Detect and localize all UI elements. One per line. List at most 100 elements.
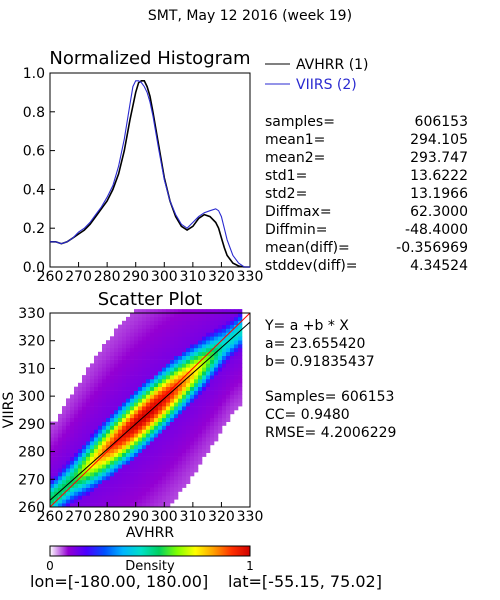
density-cell [94, 437, 99, 442]
density-cell [150, 398, 155, 403]
density-cell [118, 421, 123, 426]
density-cell [122, 386, 127, 391]
density-cell [82, 487, 87, 492]
density-cell [106, 421, 111, 426]
density-cell [206, 347, 211, 353]
density-cell [162, 456, 167, 461]
density-cell [234, 347, 239, 353]
density-cell [114, 456, 119, 461]
density-cell [138, 382, 143, 387]
density-cell [150, 417, 155, 422]
density-cell [158, 429, 163, 434]
density-cell [138, 503, 143, 508]
density-cell [154, 499, 159, 504]
density-cell [194, 309, 199, 314]
density-cell [142, 402, 147, 407]
density-cell [58, 441, 63, 446]
density-cell [162, 379, 167, 384]
density-cell [118, 433, 123, 438]
density-cell [162, 398, 167, 403]
density-cell [170, 367, 175, 372]
density-cell [102, 460, 107, 465]
density-cell [102, 483, 107, 488]
density-cell [106, 491, 111, 496]
density-cell [170, 452, 175, 457]
density-cell [118, 328, 123, 333]
density-cell [162, 351, 167, 356]
density-cell [194, 371, 199, 376]
density-cell [202, 340, 207, 345]
density-cell [130, 359, 135, 364]
density-cell [214, 417, 219, 422]
density-cell [198, 425, 203, 430]
density-cell [182, 390, 187, 395]
density-cell [66, 460, 71, 465]
density-cell [190, 448, 195, 453]
density-cell [202, 425, 207, 430]
density-cell [210, 367, 215, 372]
density-cell [122, 375, 127, 380]
density-cell [114, 402, 119, 407]
density-cell [178, 367, 183, 372]
density-cell [74, 390, 79, 395]
density-cell [166, 363, 171, 368]
density-cell [58, 487, 63, 492]
density-cell [226, 351, 231, 356]
density-cell [86, 367, 91, 372]
density-cell [142, 371, 147, 376]
density-cell [130, 464, 135, 469]
density-cell [174, 355, 179, 360]
density-cell [58, 429, 63, 434]
density-cell [186, 433, 191, 438]
density-cell [146, 359, 151, 364]
density-cell [114, 386, 119, 391]
density-cell [54, 433, 59, 438]
density-cell [202, 406, 207, 411]
density-cell [218, 371, 223, 376]
density-cell [190, 347, 195, 353]
density-cell [78, 479, 83, 484]
density-cell [58, 452, 63, 457]
density-cell [82, 444, 87, 450]
density-cell [122, 464, 127, 469]
density-cell [138, 483, 143, 488]
density-cell [78, 413, 83, 419]
density-cell [162, 433, 167, 438]
density-cell [146, 347, 151, 353]
density-cell [142, 472, 147, 477]
density-cell [106, 406, 111, 411]
density-cell [146, 309, 151, 314]
density-cell [86, 433, 91, 438]
density-cell [114, 421, 119, 426]
density-cell [118, 487, 123, 492]
density-cell [178, 316, 183, 322]
scatter-frame [49, 312, 251, 508]
density-cell [150, 316, 155, 322]
density-cell [86, 379, 91, 384]
density-cell [162, 316, 167, 322]
density-cell [66, 444, 71, 450]
density-cell [198, 386, 203, 391]
density-cell [138, 456, 143, 461]
density-cell [222, 355, 227, 360]
density-cell [110, 336, 115, 341]
density-cell [70, 437, 75, 442]
density-cell [158, 433, 163, 438]
density-cell [210, 340, 215, 345]
density-cell [170, 344, 175, 349]
density-cell [94, 425, 99, 430]
density-cell [142, 452, 147, 457]
density-cell [178, 487, 183, 492]
density-cell [174, 309, 179, 314]
density-cell [86, 483, 91, 488]
density-cell [186, 351, 191, 356]
density-cell [158, 452, 163, 457]
density-cell [150, 421, 155, 426]
density-cell [142, 375, 147, 380]
density-cell [126, 351, 131, 356]
density-cell [118, 472, 123, 477]
scatter-y-tick-label: 300 [18, 389, 45, 405]
density-cell [86, 448, 91, 453]
density-cell [158, 313, 163, 318]
density-cell [178, 456, 183, 461]
